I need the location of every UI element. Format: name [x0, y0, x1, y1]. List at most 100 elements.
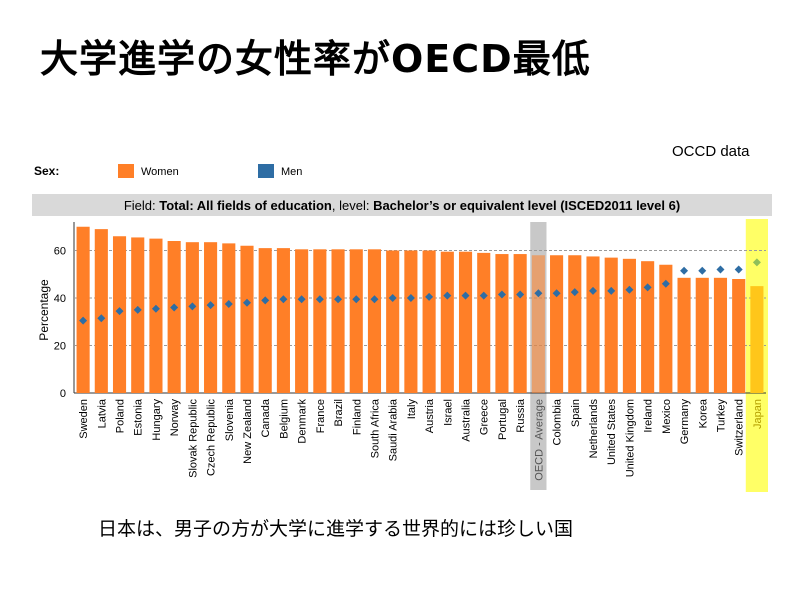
category-label: Slovenia: [224, 398, 236, 441]
women-bar: [495, 254, 509, 393]
men-marker: [516, 290, 525, 299]
women-bar: [149, 238, 163, 393]
category-label: Austria: [424, 398, 436, 433]
women-bar: [404, 250, 418, 393]
y-tick-label: 20: [54, 341, 66, 353]
category-label: Estonia: [133, 398, 145, 436]
category-label: Turkey: [715, 399, 727, 433]
field-part2: Total: All fields of education: [159, 198, 332, 213]
women-bar: [677, 277, 691, 393]
slide-title: 大学進学の女性率がOECD最低: [40, 37, 591, 81]
legend-men-swatch: [258, 164, 274, 178]
men-marker: [443, 291, 452, 300]
men-marker: [479, 291, 488, 300]
legend-sex-label: Sex:: [34, 164, 59, 178]
women-bar: [531, 255, 545, 393]
men-marker: [388, 294, 397, 302]
women-bar: [94, 229, 108, 393]
women-bar: [258, 248, 272, 393]
women-bar: [732, 279, 746, 393]
category-label: South Africa: [369, 398, 381, 458]
category-label: Norway: [169, 399, 181, 437]
y-tick-label: 60: [54, 246, 66, 258]
y-tick-label: 0: [60, 388, 66, 400]
women-bar: [167, 241, 181, 393]
category-label: Greece: [479, 399, 491, 435]
women-bar: [222, 243, 236, 393]
men-marker: [734, 265, 743, 274]
caption: 日本は、男子の方が大学に進学する世界的には珍しい国: [98, 518, 574, 540]
men-marker: [698, 266, 707, 275]
men-marker: [97, 314, 106, 323]
men-marker: [151, 304, 160, 313]
category-label: Czech Republic: [206, 399, 218, 477]
men-marker: [279, 295, 288, 304]
category-label: Slovak Republic: [187, 399, 199, 478]
women-bar: [477, 252, 491, 393]
men-marker: [133, 305, 142, 314]
category-label: New Zealand: [242, 399, 254, 464]
women-bar: [513, 254, 527, 393]
field-part3: , level:: [332, 198, 373, 213]
women-bar: [622, 258, 636, 393]
women-bar: [659, 264, 673, 393]
category-label: Sweden: [78, 399, 90, 439]
legend-women-label: Women: [141, 166, 179, 178]
men-marker: [625, 285, 634, 294]
category-label: Denmark: [297, 399, 309, 444]
women-bar: [604, 257, 618, 393]
field-part4: Bachelor’s or equivalent level (ISCED201…: [373, 198, 680, 213]
men-marker: [752, 258, 761, 267]
women-bar: [750, 286, 764, 393]
men-marker: [643, 283, 652, 292]
men-marker: [243, 298, 251, 307]
women-bar: [568, 255, 582, 393]
men-marker: [497, 290, 506, 299]
category-label: Belgium: [278, 399, 290, 439]
category-label: Latvia: [96, 398, 108, 428]
women-bar: [204, 242, 218, 393]
field-banner: [32, 194, 772, 216]
women-bar: [295, 249, 309, 393]
men-marker: [170, 303, 179, 312]
men-marker: [680, 266, 689, 275]
women-bar: [440, 251, 454, 393]
women-bar: [76, 226, 90, 393]
men-marker: [297, 295, 306, 304]
category-label: Ireland: [643, 399, 655, 433]
category-label: Poland: [115, 399, 127, 433]
category-label: Israel: [442, 399, 454, 426]
category-label: Italy: [406, 399, 418, 420]
category-label: Portugal: [497, 399, 509, 440]
men-marker: [534, 289, 543, 298]
field-banner-text: Field: Total: All fields of education, l…: [124, 198, 680, 213]
category-label: Germany: [679, 399, 691, 445]
men-marker: [261, 296, 270, 305]
category-label: Australia: [461, 398, 473, 442]
category-label: OECD - Average: [533, 399, 545, 481]
men-marker: [570, 288, 579, 297]
category-label: Brazil: [333, 399, 345, 427]
men-marker: [607, 286, 616, 295]
category-label: Finland: [351, 399, 363, 435]
women-bar: [240, 245, 254, 393]
men-marker: [461, 291, 470, 300]
source-note: OCCD data: [672, 143, 750, 160]
men-marker: [552, 289, 561, 298]
men-marker: [79, 316, 88, 325]
men-marker: [115, 307, 124, 316]
category-label: Colombia: [552, 398, 564, 445]
women-bar: [713, 277, 728, 393]
y-tick-label: 40: [54, 293, 66, 305]
category-label: United States: [606, 399, 618, 466]
category-label: Russia: [515, 398, 527, 433]
women-bar: [458, 251, 473, 393]
men-marker: [315, 295, 324, 304]
men-marker: [716, 265, 725, 274]
women-bar: [185, 242, 199, 393]
plot-area: 0 20 40 60 Sweden Latvia Poland Estonia Hungary N…: [54, 219, 768, 492]
men-marker: [406, 294, 415, 302]
field-part1: Field:: [124, 198, 159, 213]
women-bar: [586, 256, 600, 393]
